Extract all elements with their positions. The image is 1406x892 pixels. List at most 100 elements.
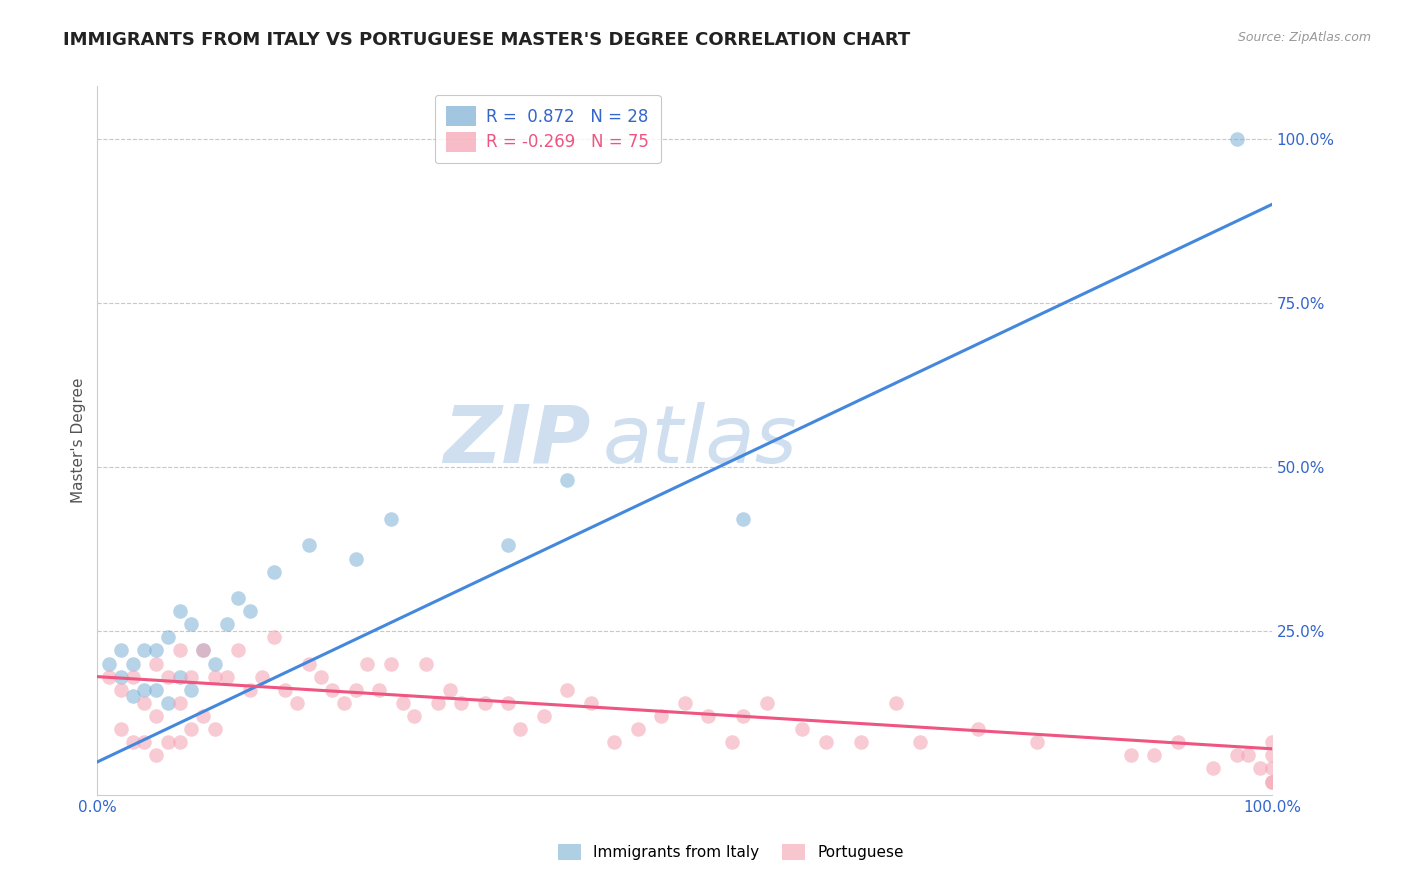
Point xyxy=(298,657,321,671)
Point xyxy=(627,722,650,736)
Point xyxy=(134,735,156,749)
Point xyxy=(673,696,696,710)
Point xyxy=(215,670,238,684)
Point xyxy=(98,657,121,671)
Point xyxy=(169,735,191,749)
Point xyxy=(427,696,450,710)
Point xyxy=(191,643,214,657)
Point xyxy=(169,670,191,684)
Point xyxy=(134,696,156,710)
Point xyxy=(1261,774,1284,789)
Point xyxy=(156,735,179,749)
Point xyxy=(1202,762,1225,776)
Point xyxy=(98,670,121,684)
Point xyxy=(733,512,755,526)
Point xyxy=(368,682,391,697)
Point xyxy=(1261,735,1284,749)
Point xyxy=(404,709,426,723)
Point xyxy=(156,696,179,710)
Point xyxy=(169,696,191,710)
Point xyxy=(121,670,143,684)
Point xyxy=(121,657,143,671)
Text: ZIP: ZIP xyxy=(443,401,591,480)
Point xyxy=(321,682,343,697)
Point xyxy=(180,670,202,684)
Point xyxy=(650,709,672,723)
Point xyxy=(533,709,555,723)
Point xyxy=(333,696,356,710)
Point xyxy=(204,657,226,671)
Point xyxy=(1237,748,1260,763)
Point xyxy=(298,539,321,553)
Point xyxy=(226,591,249,605)
Point xyxy=(226,643,249,657)
Point xyxy=(239,604,262,618)
Point xyxy=(145,709,167,723)
Point xyxy=(134,682,156,697)
Point xyxy=(391,696,413,710)
Point xyxy=(1119,748,1142,763)
Point xyxy=(555,473,578,487)
Point xyxy=(498,696,520,710)
Point xyxy=(145,643,167,657)
Point xyxy=(814,735,837,749)
Point xyxy=(110,670,132,684)
Point xyxy=(1261,762,1284,776)
Point xyxy=(1261,748,1284,763)
Legend: Immigrants from Italy, Portuguese: Immigrants from Italy, Portuguese xyxy=(553,838,910,866)
Point xyxy=(145,657,167,671)
Point xyxy=(263,565,285,579)
Point xyxy=(191,643,214,657)
Point xyxy=(169,643,191,657)
Point xyxy=(145,682,167,697)
Point xyxy=(250,670,273,684)
Text: Source: ZipAtlas.com: Source: ZipAtlas.com xyxy=(1237,31,1371,45)
Point xyxy=(110,722,132,736)
Point xyxy=(1143,748,1166,763)
Point xyxy=(121,735,143,749)
Point xyxy=(755,696,778,710)
Point xyxy=(239,682,262,697)
Point xyxy=(156,630,179,644)
Point xyxy=(215,617,238,632)
Text: IMMIGRANTS FROM ITALY VS PORTUGUESE MASTER'S DEGREE CORRELATION CHART: IMMIGRANTS FROM ITALY VS PORTUGUESE MAST… xyxy=(63,31,911,49)
Point xyxy=(380,657,402,671)
Point xyxy=(263,630,285,644)
Point xyxy=(156,670,179,684)
Point xyxy=(967,722,990,736)
Point xyxy=(509,722,531,736)
Point xyxy=(145,748,167,763)
Point xyxy=(274,682,297,697)
Point xyxy=(908,735,931,749)
Point xyxy=(603,735,626,749)
Point xyxy=(415,657,437,671)
Point xyxy=(204,670,226,684)
Point xyxy=(697,709,720,723)
Point xyxy=(110,643,132,657)
Point xyxy=(309,670,332,684)
Point xyxy=(498,539,520,553)
Legend: R =  0.872   N = 28, R = -0.269   N = 75: R = 0.872 N = 28, R = -0.269 N = 75 xyxy=(434,95,661,163)
Point xyxy=(134,643,156,657)
Point xyxy=(1167,735,1189,749)
Point xyxy=(180,682,202,697)
Point xyxy=(1261,774,1284,789)
Point xyxy=(1249,762,1271,776)
Point xyxy=(884,696,907,710)
Point xyxy=(720,735,742,749)
Point xyxy=(344,682,367,697)
Point xyxy=(191,709,214,723)
Text: atlas: atlas xyxy=(602,401,797,480)
Point xyxy=(180,722,202,736)
Point xyxy=(204,722,226,736)
Point xyxy=(110,682,132,697)
Point xyxy=(555,682,578,697)
Point xyxy=(380,512,402,526)
Point xyxy=(344,551,367,566)
Point xyxy=(579,696,602,710)
Point xyxy=(169,604,191,618)
Point xyxy=(790,722,813,736)
Point xyxy=(356,657,378,671)
Point xyxy=(474,696,496,710)
Point xyxy=(1226,748,1249,763)
